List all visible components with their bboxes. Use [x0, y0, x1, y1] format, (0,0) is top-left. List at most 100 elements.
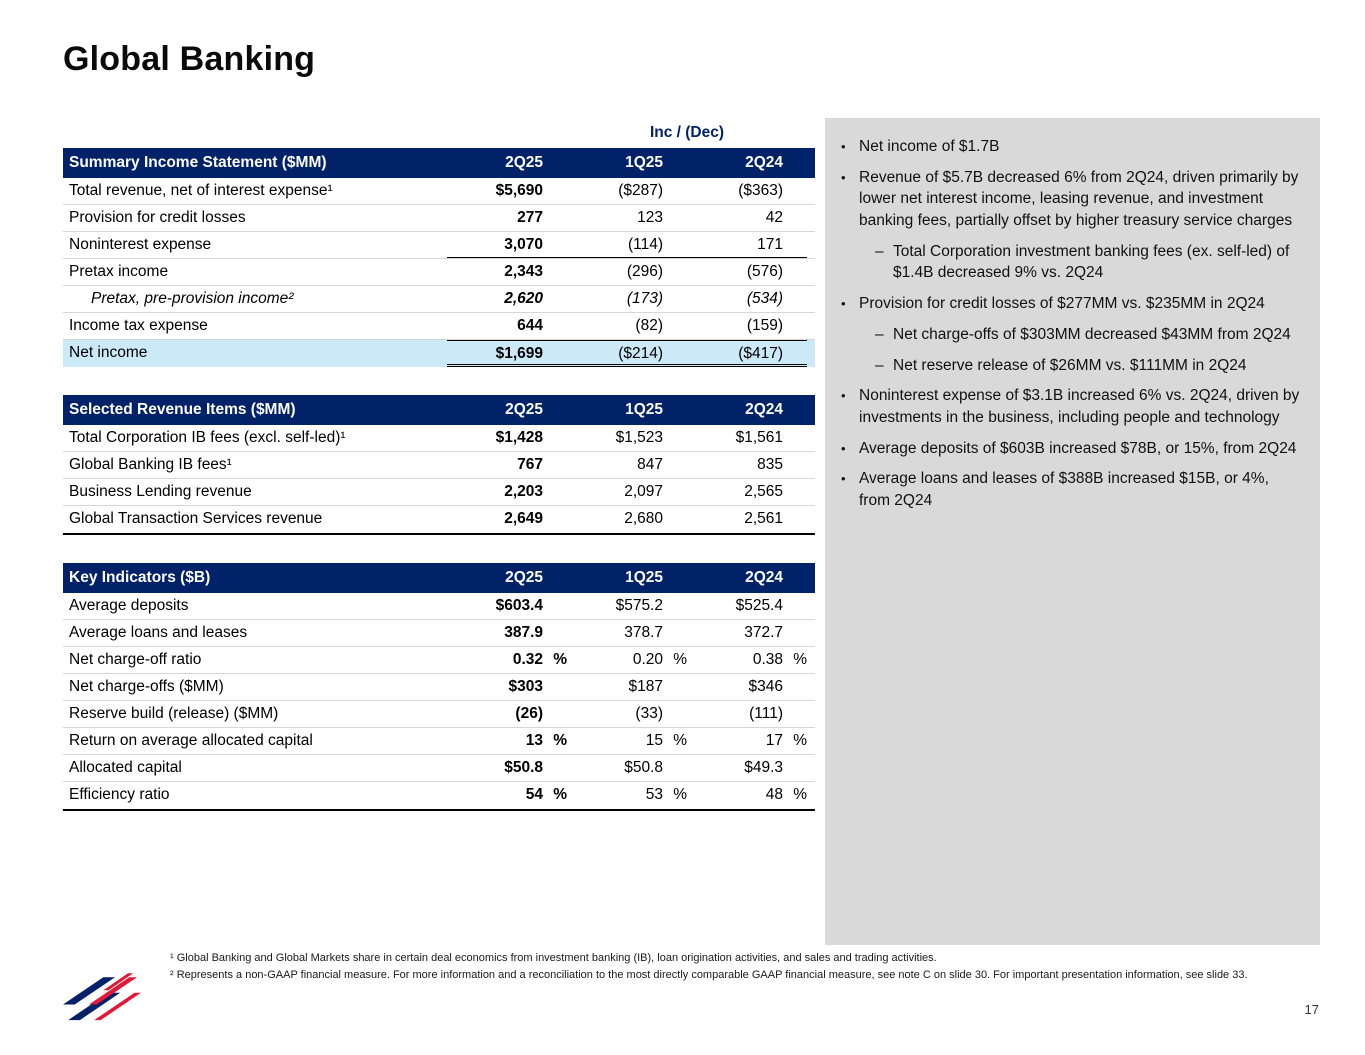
cell-value: $50.8	[504, 759, 543, 776]
cell-value: $575.2	[615, 597, 663, 614]
tables-column: Inc / (Dec) Summary Income Statement ($M…	[63, 118, 815, 839]
cell-unit	[543, 259, 567, 285]
table-row: Global Transaction Services revenue 2,649…	[63, 506, 815, 533]
row-label: Noninterest expense	[69, 236, 212, 253]
row-label: Average deposits	[69, 597, 189, 614]
bullet-text: Provision for credit losses of $277MM vs…	[859, 295, 1265, 313]
column-header: 2Q25	[505, 401, 543, 418]
inc-dec-header-row: Inc / (Dec)	[63, 118, 815, 148]
cell-value: 171	[757, 236, 783, 253]
cell-unit	[663, 593, 687, 619]
cell-value: 54	[525, 786, 543, 803]
cell-value: 48	[765, 786, 783, 803]
cell-value: 644	[517, 317, 543, 334]
cell-unit	[543, 232, 567, 257]
cell-unit	[543, 593, 567, 619]
cell-unit	[663, 232, 687, 257]
spacer	[783, 148, 807, 178]
footnote: ² Represents a non-GAAP financial measur…	[170, 968, 1248, 981]
cell-value: 835	[757, 456, 783, 473]
table-row: Net charge-off ratio 0.32% 0.20% 0.38%	[63, 647, 815, 674]
table-row: Total Corporation IB fees (excl. self-le…	[63, 425, 815, 452]
cell-unit	[543, 425, 567, 451]
cell-unit	[543, 674, 567, 700]
cell-value: 123	[637, 209, 663, 226]
cell-unit	[663, 341, 687, 364]
cell-unit	[543, 313, 567, 339]
cell-value: 2,097	[624, 483, 663, 500]
row-label: Efficiency ratio	[69, 786, 170, 803]
cell-value: ($363)	[738, 182, 783, 199]
bullet-item: • Net income of $1.7B	[841, 136, 1304, 158]
cell-unit	[543, 286, 567, 312]
spacer	[447, 118, 567, 148]
cell-value: $525.4	[735, 597, 783, 614]
cell-value: 372.7	[744, 624, 783, 641]
bullet-marker: •	[841, 471, 846, 487]
cell-unit: %	[553, 786, 567, 803]
bullet-text: Total Corporation investment banking fee…	[893, 242, 1290, 282]
cell-value: 2,565	[744, 483, 783, 500]
cell-value: (33)	[635, 705, 663, 722]
bullet-text: Noninterest expense of $3.1B increased 6…	[859, 387, 1300, 426]
cell-value: $1,428	[495, 429, 543, 446]
sub-bullet-item: – Total Corporation investment banking fe…	[875, 241, 1304, 284]
table-row: Average loans and leases 387.9 378.7 372.7	[63, 620, 815, 647]
cell-unit: %	[673, 786, 687, 803]
cell-value: 2,680	[624, 510, 663, 527]
spacer	[663, 148, 687, 178]
column-header: 1Q25	[625, 154, 663, 171]
cell-unit	[663, 259, 687, 285]
bullet-marker: •	[841, 440, 846, 456]
cell-value: 0.38	[752, 651, 783, 668]
table-row: Pretax income 2,343 (296) (576)	[63, 259, 815, 286]
cell-unit: %	[673, 732, 687, 749]
column-header: 1Q25	[625, 569, 663, 586]
spacer	[663, 395, 687, 425]
spacer	[69, 118, 447, 148]
table-row: Return on average allocated capital 13% 15…	[63, 728, 815, 755]
cell-value: $1,561	[735, 429, 783, 446]
cell-unit	[783, 479, 807, 505]
cell-unit	[783, 755, 807, 781]
bullet-item: • Average deposits of $603B increased $78…	[841, 438, 1304, 460]
cell-unit	[663, 479, 687, 505]
cell-unit	[783, 452, 807, 478]
bullet-list: • Net income of $1.7B • Revenue of $5.7B de…	[837, 136, 1304, 512]
cell-value: ($214)	[618, 345, 663, 362]
cell-unit	[543, 341, 567, 364]
table-row: Net income $1,699 ($214) ($417)	[63, 340, 815, 367]
cell-value: 2,561	[744, 510, 783, 527]
cell-unit	[663, 620, 687, 646]
cell-unit	[783, 701, 807, 727]
cell-unit	[543, 755, 567, 781]
cell-unit	[783, 341, 807, 364]
flag-icon	[63, 973, 141, 1021]
bullet-marker: •	[841, 139, 846, 154]
table-body: Average deposits $603.4 $575.2 $525.4 Averag…	[63, 593, 815, 811]
cell-value: 42	[765, 209, 783, 226]
cell-value: 0.32	[512, 651, 543, 668]
cell-value: $1,699	[495, 345, 543, 362]
cell-value: (26)	[515, 705, 543, 722]
row-label: Pretax income	[69, 263, 169, 280]
cell-unit	[783, 286, 807, 312]
cell-unit	[783, 232, 807, 257]
cell-unit: %	[553, 732, 567, 749]
cell-unit	[663, 205, 687, 231]
row-label: Allocated capital	[69, 759, 182, 776]
table-row: Provision for credit losses 277 123 42	[63, 205, 815, 232]
cell-value: 2,343	[504, 263, 543, 280]
cell-value: $346	[748, 678, 783, 695]
cell-unit	[663, 674, 687, 700]
bullet-marker: –	[875, 325, 884, 343]
footnotes: ¹ Global Banking and Global Markets shar…	[170, 950, 1305, 983]
cell-unit	[663, 755, 687, 781]
cell-unit	[783, 425, 807, 451]
page-title: Global Banking	[63, 40, 316, 78]
bullet-item: • Average loans and leases of $388B incre…	[841, 468, 1304, 511]
table-row: Global Banking IB fees¹ 767 847 835	[63, 452, 815, 479]
cell-value: (111)	[749, 705, 783, 722]
bullet-item: • Noninterest expense of $3.1B increased …	[841, 385, 1304, 428]
cell-unit	[543, 452, 567, 478]
